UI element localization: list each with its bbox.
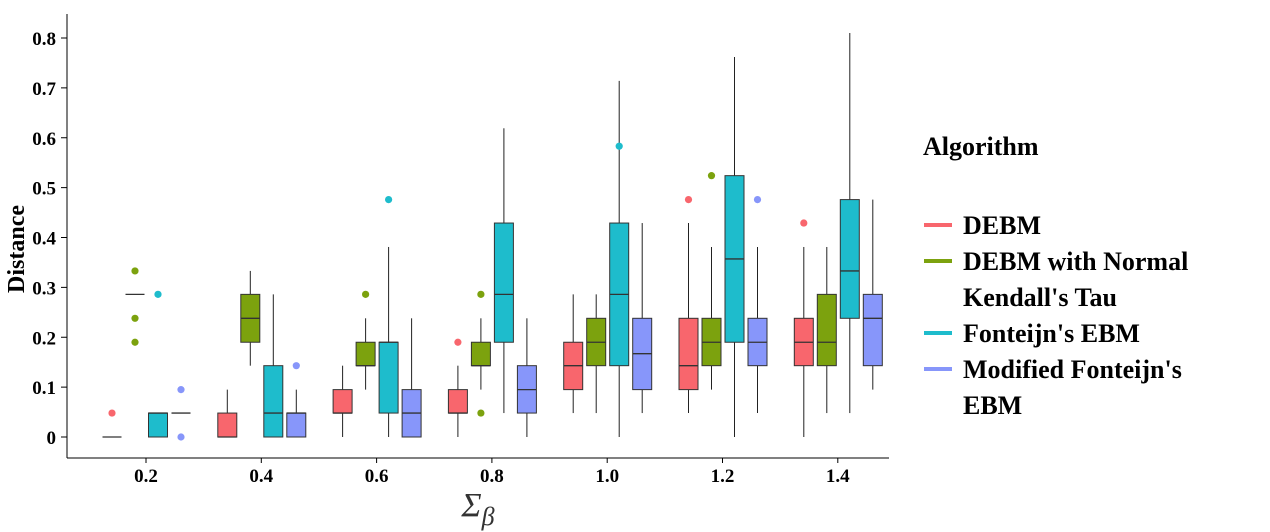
outlier-point bbox=[292, 362, 300, 370]
boxes bbox=[102, 33, 883, 441]
x-tick-label: 1.4 bbox=[826, 466, 850, 487]
legend-item: DEBM bbox=[924, 211, 1041, 240]
outlier-point bbox=[477, 409, 485, 417]
box-1-5 bbox=[701, 172, 722, 390]
plot-area: 0 0.1 0.2 0.3 0.4 0.5 0.6 0.7 0.8 0.2 0.4 0.6 0.8 1.… bbox=[32, 14, 889, 487]
box-rect bbox=[217, 412, 238, 438]
box-2-1 bbox=[263, 294, 284, 438]
y-tick-label: 0.8 bbox=[32, 29, 56, 50]
box-2-6 bbox=[839, 33, 860, 414]
box-0-6 bbox=[793, 219, 814, 437]
box-rect bbox=[816, 293, 837, 367]
box-rect bbox=[332, 389, 353, 414]
box-2-2 bbox=[378, 195, 399, 437]
box-rect bbox=[286, 412, 307, 438]
y-tick-label: 0.7 bbox=[32, 79, 56, 100]
outlier-point bbox=[477, 290, 485, 298]
x-axis-title: Σβ bbox=[460, 487, 494, 531]
box-2-5 bbox=[724, 56, 745, 437]
box-2-0 bbox=[148, 290, 168, 438]
box-rect bbox=[862, 293, 883, 367]
x-tick-label: 1.0 bbox=[595, 466, 619, 487]
x-tick-label: 0.6 bbox=[365, 466, 389, 487]
box-rect bbox=[678, 317, 699, 391]
box-3-2 bbox=[401, 318, 422, 438]
outlier-point bbox=[800, 219, 808, 227]
box-1-4 bbox=[586, 294, 607, 414]
box-1-2 bbox=[355, 290, 376, 390]
box-1-6 bbox=[816, 246, 837, 414]
legend-label: Modified Fonteijn's EBM bbox=[963, 355, 1182, 420]
y-ticks: 0 0.1 0.2 0.3 0.4 0.5 0.6 0.7 0.8 bbox=[32, 29, 67, 449]
outlier-point bbox=[177, 386, 185, 394]
outlier-point bbox=[684, 195, 693, 204]
box-2-3 bbox=[493, 128, 514, 414]
outlier-point bbox=[385, 195, 393, 204]
legend-item: Fonteijn's EBM bbox=[924, 319, 1140, 348]
y-tick-label: 0.1 bbox=[32, 378, 56, 399]
box-rect bbox=[493, 222, 514, 343]
box-0-3 bbox=[447, 338, 468, 437]
box-rect bbox=[447, 389, 468, 414]
outlier-point bbox=[753, 195, 762, 204]
box-0-0 bbox=[102, 409, 122, 438]
box-0-1 bbox=[217, 389, 238, 438]
outlier-point bbox=[177, 433, 185, 441]
box-rect bbox=[355, 341, 376, 367]
y-axis-title: Distance bbox=[4, 205, 30, 293]
outlier-point bbox=[707, 172, 716, 180]
box-rect bbox=[378, 341, 399, 414]
box-0-2 bbox=[332, 365, 353, 437]
box-3-1 bbox=[286, 362, 307, 438]
box-rect bbox=[148, 412, 168, 438]
legend-item: Modified Fonteijn's EBM bbox=[924, 355, 1182, 420]
y-tick-label: 0.5 bbox=[32, 179, 56, 200]
outlier-point bbox=[454, 338, 462, 346]
box-0-4 bbox=[563, 294, 584, 414]
legend-label: DEBM with Normal Kendall's Tau bbox=[963, 247, 1188, 312]
x-tick-label: 0.4 bbox=[249, 466, 273, 487]
outlier-point bbox=[131, 314, 139, 322]
box-0-5 bbox=[678, 195, 699, 414]
box-2-4 bbox=[609, 80, 630, 437]
x-tick-label: 0.8 bbox=[480, 466, 504, 487]
box-rect bbox=[839, 199, 860, 319]
outlier-point bbox=[615, 142, 623, 150]
outlier-point bbox=[362, 290, 370, 298]
x-tick-label: 0.2 bbox=[134, 466, 158, 487]
box-3-6 bbox=[862, 199, 883, 390]
outlier-point bbox=[131, 267, 139, 275]
y-tick-label: 0.4 bbox=[32, 229, 56, 250]
box-3-3 bbox=[516, 318, 537, 437]
legend-item: DEBM with Normal Kendall's Tau bbox=[924, 247, 1188, 312]
y-tick-label: 0.2 bbox=[32, 328, 56, 349]
outlier-point bbox=[154, 290, 162, 298]
y-tick-label: 0.6 bbox=[32, 129, 56, 150]
outlier-point bbox=[108, 409, 116, 417]
x-ticks: 0.2 0.4 0.6 0.8 1.0 1.2 1.4 bbox=[134, 458, 850, 487]
legend-label: DEBM bbox=[963, 211, 1041, 240]
outlier-point bbox=[131, 338, 139, 346]
y-tick-label: 0 bbox=[47, 428, 57, 449]
box-1-0 bbox=[125, 267, 145, 346]
box-3-4 bbox=[632, 223, 653, 414]
box-1-3 bbox=[470, 290, 491, 417]
box-rect bbox=[470, 341, 491, 367]
legend-items: DEBM DEBM with Normal Kendall's Tau Fonteij… bbox=[924, 211, 1188, 420]
x-tick-label: 1.2 bbox=[711, 466, 735, 487]
box-3-0 bbox=[171, 386, 191, 441]
legend-title: Algorithm bbox=[923, 132, 1039, 161]
legend: Algorithm DEBM DEBM with Normal Kendall's … bbox=[923, 132, 1188, 420]
y-tick-label: 0.3 bbox=[32, 278, 56, 299]
box-1-1 bbox=[240, 270, 261, 366]
box-3-5 bbox=[747, 195, 768, 414]
legend-label: Fonteijn's EBM bbox=[963, 319, 1140, 348]
box-rect bbox=[263, 365, 284, 438]
